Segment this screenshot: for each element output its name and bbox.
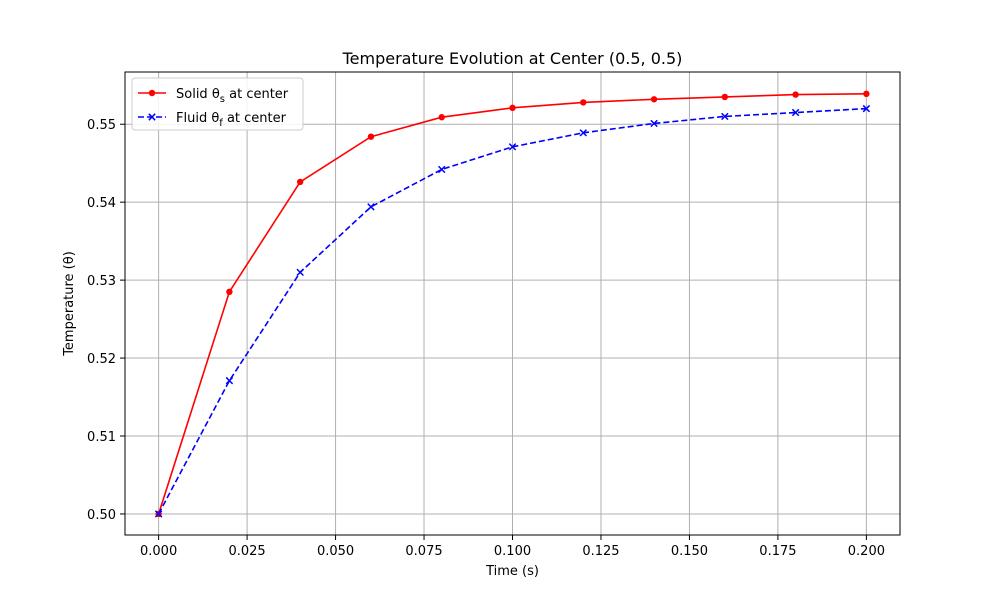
- y-tick-label: 0.50: [87, 508, 116, 523]
- x-tick-label: 0.000: [140, 544, 177, 559]
- y-tick-label: 0.55: [87, 118, 116, 133]
- data-point: [296, 268, 304, 277]
- data-point: [148, 89, 156, 97]
- y-tick-label: 0.54: [87, 196, 116, 211]
- data-point: [438, 114, 445, 121]
- y-axis-label: Temperature (θ): [62, 251, 77, 357]
- data-point: [226, 288, 233, 296]
- data-point: [580, 99, 587, 106]
- data-point: [509, 104, 516, 112]
- legend: Solid θs at center Fluid θf at center: [131, 77, 304, 131]
- x-tick-label: 0.175: [759, 544, 796, 559]
- x-tick-label: 0.050: [317, 544, 354, 559]
- y-tick-label: 0.53: [87, 274, 116, 289]
- data-point: [650, 119, 658, 128]
- x-tick-label: 0.150: [671, 544, 708, 559]
- legend-entry: Fluid θf at center: [176, 111, 287, 129]
- data-point: [154, 510, 163, 518]
- y-axis: 0.50 0.51 0.52 0.53 0.54 0.55: [87, 118, 125, 523]
- chart-title: Temperature Evolution at Center (0.5, 0.…: [342, 49, 683, 68]
- x-tick-label: 0.075: [405, 544, 442, 559]
- x-axis-label: Time (s): [485, 564, 539, 579]
- data-point: [508, 143, 517, 151]
- data-point: [367, 203, 375, 211]
- data-point: [296, 178, 304, 186]
- legend-entry: Solid θs at center: [176, 87, 289, 105]
- x-tick-label: 0.100: [494, 544, 531, 559]
- data-point: [863, 90, 870, 98]
- legend-box: [131, 77, 304, 131]
- data-point: [791, 108, 800, 117]
- data-point: [225, 376, 234, 385]
- x-axis: 0.000 0.025 0.050 0.075 0.100 0.125 0.150 0.175…: [140, 535, 885, 559]
- data-point: [721, 93, 729, 101]
- y-tick-label: 0.51: [87, 430, 116, 445]
- data-point: [437, 165, 446, 174]
- data-point: [792, 91, 799, 98]
- data-point: [650, 96, 658, 103]
- data-point: [367, 133, 375, 140]
- data-point: [579, 129, 588, 137]
- data-point: [148, 113, 156, 121]
- y-tick-label: 0.52: [87, 352, 116, 367]
- x-tick-label: 0.125: [582, 544, 619, 559]
- grid: [125, 72, 900, 535]
- x-tick-label: 0.200: [848, 544, 885, 559]
- data-point: [721, 112, 729, 121]
- data-point: [862, 104, 871, 113]
- series-layer: [154, 90, 871, 518]
- x-tick-label: 0.025: [228, 544, 265, 559]
